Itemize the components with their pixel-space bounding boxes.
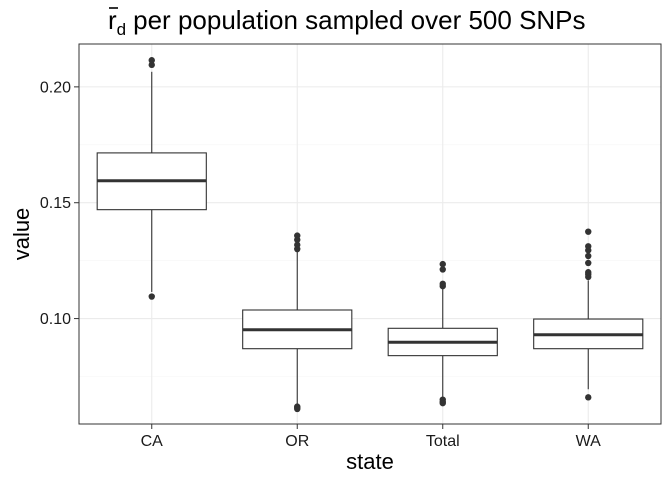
outlier-point xyxy=(294,405,301,413)
box-wa xyxy=(533,228,644,401)
outlier-point xyxy=(148,61,155,69)
y-tick-label: 0.15 xyxy=(40,195,71,212)
outlier-point xyxy=(585,269,592,276)
y-tick-label: 0.10 xyxy=(40,311,71,328)
x-axis: CA OR Total WA xyxy=(141,424,602,450)
outlier-point xyxy=(148,293,155,300)
box-or xyxy=(242,232,353,413)
title-subscript: d xyxy=(117,20,126,39)
y-axis: 0.10 0.15 0.20 xyxy=(40,79,79,328)
boxes-layer xyxy=(96,57,644,413)
y-tick-label: 0.20 xyxy=(40,79,71,96)
outlier-point xyxy=(294,232,301,239)
box-total xyxy=(387,260,498,407)
y-axis-title: value xyxy=(9,208,34,261)
outlier-point xyxy=(439,399,446,407)
outlier-point xyxy=(439,280,446,288)
x-tick-label: WA xyxy=(576,433,602,450)
outlier-point xyxy=(585,394,592,401)
x-axis-title: state xyxy=(346,449,394,474)
outlier-point xyxy=(294,241,301,249)
outlier-point xyxy=(148,57,155,64)
outlier-point xyxy=(585,259,592,267)
grid-lines xyxy=(79,44,661,424)
box-ca xyxy=(96,57,207,300)
chart-title: rd per population sampled over 500 SNPs xyxy=(108,5,586,39)
x-tick-label: OR xyxy=(285,433,309,450)
outlier-point xyxy=(439,260,446,268)
outlier-point xyxy=(585,243,592,250)
outlier-point xyxy=(585,252,592,260)
title-symbol: r xyxy=(108,5,117,35)
x-tick-label: Total xyxy=(426,433,460,450)
outlier-point xyxy=(585,228,592,235)
outlier-point xyxy=(439,266,446,273)
x-tick-label: CA xyxy=(141,433,164,450)
panel-border xyxy=(78,43,662,425)
title-rest: per population sampled over 500 SNPs xyxy=(133,5,585,35)
